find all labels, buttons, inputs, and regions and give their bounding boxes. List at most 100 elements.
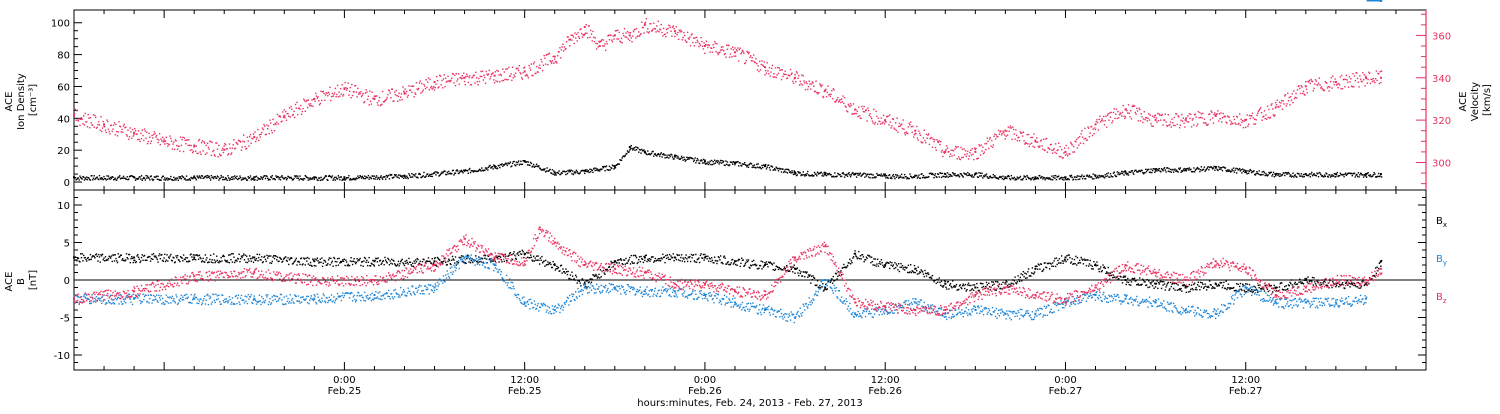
bx-dot: [609, 266, 610, 267]
bx-dot: [266, 255, 267, 256]
velocity-dot: [1120, 113, 1121, 114]
density-dot: [208, 176, 209, 177]
density-dot: [372, 176, 373, 177]
density-dot: [634, 147, 635, 148]
velocity-dot: [1129, 113, 1130, 114]
velocity-dot: [876, 116, 877, 117]
velocity-point: [584, 26, 586, 28]
density-dot: [173, 177, 174, 178]
velocity-dot: [687, 32, 688, 33]
density-dot: [492, 166, 493, 167]
velocity-dot: [678, 39, 679, 40]
density-dot: [181, 178, 182, 179]
bx-dot: [412, 263, 413, 264]
velocity-dot: [557, 55, 558, 56]
velocity-dot: [712, 51, 713, 52]
velocity-dot: [519, 65, 520, 66]
density-dot: [1002, 178, 1003, 179]
bx-dot: [582, 278, 583, 279]
bx-dot: [629, 257, 630, 258]
bx-dot: [433, 262, 434, 263]
density-dot: [676, 157, 677, 158]
density-dot: [762, 167, 763, 168]
bx-dot: [404, 265, 405, 266]
density-dot: [1237, 168, 1238, 169]
density-dot: [1301, 173, 1302, 174]
density-dot: [265, 178, 266, 179]
velocity-dot: [871, 118, 872, 119]
bx-dot: [458, 262, 459, 263]
density-dot: [1104, 177, 1105, 178]
velocity-dot: [113, 124, 114, 125]
bx-dot: [596, 275, 597, 276]
bx-dot: [814, 278, 815, 279]
density-dot: [693, 161, 694, 162]
density-dot: [640, 152, 641, 153]
velocity-dot: [126, 134, 127, 135]
density-dot: [1274, 176, 1275, 177]
density-dot: [767, 166, 768, 167]
velocity-dot: [1230, 124, 1231, 125]
bx-dot: [892, 266, 893, 267]
density-dot: [1358, 172, 1359, 173]
density-dot: [579, 172, 580, 173]
velocity-dot: [254, 136, 255, 137]
density-dot: [236, 176, 237, 177]
velocity-dot: [1201, 113, 1202, 114]
density-dot: [703, 162, 704, 163]
bx-dot: [727, 261, 728, 262]
density-dot: [1240, 169, 1241, 170]
bx-dot: [373, 264, 374, 265]
density-dot: [1290, 174, 1291, 175]
bx-dot: [421, 264, 422, 265]
density-dot: [741, 165, 742, 166]
velocity-dot: [807, 89, 808, 90]
density-dot: [460, 171, 461, 172]
bx-dot: [337, 258, 338, 259]
bx-dot: [872, 261, 873, 262]
density-dot: [724, 165, 725, 166]
density-dot: [532, 166, 533, 167]
density-dot: [1337, 172, 1338, 173]
bx-dot: [130, 262, 131, 263]
velocity-dot: [1022, 135, 1023, 136]
density-dot: [264, 175, 265, 176]
velocity-dot: [998, 130, 999, 131]
velocity-dot: [972, 148, 973, 149]
density-dot: [868, 176, 869, 177]
bx-dot: [564, 271, 565, 272]
density-dot: [512, 163, 513, 164]
velocity-dot: [968, 158, 969, 159]
density-dot: [555, 173, 556, 174]
density-dot: [1112, 176, 1113, 177]
velocity-point: [133, 132, 135, 134]
bx-dot: [344, 259, 345, 260]
velocity-dot: [1158, 120, 1159, 121]
density-dot: [830, 174, 831, 175]
velocity-dot: [1381, 70, 1382, 71]
velocity-dot: [842, 95, 843, 96]
bx-dot: [157, 259, 158, 260]
bx-dot: [343, 261, 344, 262]
velocity-dot: [1280, 105, 1281, 106]
density-dot: [611, 168, 612, 169]
bx-dot: [820, 287, 821, 288]
velocity-dot: [803, 75, 804, 76]
velocity-dot: [863, 106, 864, 107]
velocity-dot: [475, 72, 476, 73]
density-dot: [447, 171, 448, 172]
velocity-dot: [127, 129, 128, 130]
velocity-dot: [162, 137, 163, 138]
bx-dot: [714, 256, 715, 257]
velocity-dot: [797, 72, 798, 73]
velocity-dot: [445, 78, 446, 79]
bx-dot: [679, 260, 680, 261]
density-dot: [1324, 174, 1325, 175]
density-dot: [1366, 176, 1367, 177]
density-dot: [1204, 171, 1205, 172]
bx-dot: [82, 253, 83, 254]
velocity-dot: [1062, 157, 1063, 158]
bx-dot: [103, 259, 104, 260]
velocity-dot: [1259, 110, 1260, 111]
velocity-dot: [729, 57, 730, 58]
